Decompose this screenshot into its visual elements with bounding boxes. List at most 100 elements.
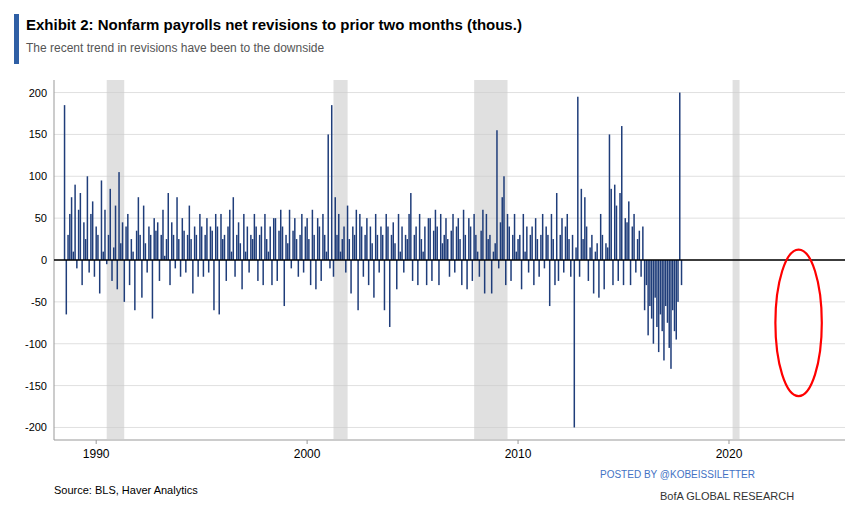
- bar: [261, 227, 262, 260]
- bar: [111, 260, 112, 281]
- bar: [503, 176, 504, 260]
- bar: [617, 260, 618, 281]
- bar: [384, 260, 385, 310]
- bar: [183, 231, 184, 260]
- bar: [465, 235, 466, 260]
- bar: [391, 235, 392, 260]
- bar: [252, 239, 253, 260]
- bar: [326, 252, 327, 260]
- x-tick: [307, 440, 308, 444]
- bar: [681, 260, 682, 285]
- bar: [210, 227, 211, 260]
- bar: [343, 227, 344, 260]
- bar: [552, 239, 553, 260]
- bar: [637, 239, 638, 260]
- bar: [115, 206, 116, 260]
- bar: [350, 260, 351, 293]
- bar: [487, 239, 488, 260]
- bar: [87, 176, 88, 260]
- bar: [393, 222, 394, 260]
- bar: [73, 252, 74, 260]
- grid-line: [54, 385, 845, 386]
- bar: [677, 260, 678, 302]
- bar: [507, 214, 508, 260]
- bar: [71, 197, 72, 260]
- grid-line: [54, 343, 845, 344]
- bar: [549, 260, 550, 306]
- bar: [227, 227, 228, 260]
- bar: [226, 260, 227, 281]
- bar: [602, 235, 603, 260]
- bar: [268, 252, 269, 260]
- bar: [429, 218, 430, 260]
- bar: [600, 214, 601, 260]
- bar: [259, 235, 260, 260]
- bar: [621, 126, 622, 260]
- bar: [206, 218, 207, 260]
- y-tick-label: -100: [25, 338, 47, 350]
- bar: [192, 260, 193, 293]
- bar: [88, 260, 89, 273]
- x-tick-label: 2010: [505, 447, 532, 461]
- bar: [559, 235, 560, 260]
- bar: [211, 231, 212, 260]
- bar: [496, 130, 497, 260]
- posted-by: POSTED BY @KOBEISSILETTER: [600, 469, 755, 480]
- bar: [574, 260, 575, 427]
- bar: [570, 260, 571, 277]
- bar: [412, 260, 413, 281]
- bar: [505, 260, 506, 285]
- bar: [661, 260, 662, 331]
- bar: [234, 260, 235, 277]
- bar: [208, 260, 209, 273]
- bar: [421, 239, 422, 260]
- bar: [422, 252, 423, 260]
- bar: [568, 239, 569, 260]
- bar: [459, 239, 460, 260]
- bar: [83, 222, 84, 260]
- bar: [475, 235, 476, 260]
- bar: [640, 260, 641, 277]
- bar: [345, 260, 346, 273]
- bar: [357, 260, 358, 310]
- x-tick: [518, 440, 519, 444]
- bar: [275, 218, 276, 260]
- bar: [145, 243, 146, 260]
- x-tick-label: 1990: [83, 447, 110, 461]
- bar: [287, 243, 288, 260]
- bar: [322, 214, 323, 260]
- bar: [679, 93, 680, 260]
- bar: [452, 214, 453, 260]
- bar: [526, 227, 527, 260]
- bar: [168, 193, 169, 260]
- bar: [454, 260, 455, 273]
- bar: [159, 260, 160, 281]
- bar: [538, 260, 539, 277]
- bar: [289, 210, 290, 260]
- bar: [514, 214, 515, 260]
- bar: [254, 214, 255, 260]
- bar: [415, 227, 416, 260]
- bar: [674, 260, 675, 331]
- bar: [236, 235, 237, 260]
- bar: [667, 260, 668, 323]
- bar: [610, 189, 611, 260]
- bar: [616, 206, 617, 260]
- bar: [607, 247, 608, 260]
- bar: [489, 235, 490, 260]
- x-tick: [728, 440, 729, 444]
- bar: [194, 227, 195, 260]
- bar: [138, 197, 139, 260]
- bar: [218, 260, 219, 314]
- bar: [255, 227, 256, 260]
- bar: [340, 252, 341, 260]
- bar: [264, 214, 265, 260]
- bar: [366, 218, 367, 260]
- bar: [619, 193, 620, 260]
- bar: [533, 260, 534, 285]
- bar: [407, 239, 408, 260]
- bar: [632, 227, 633, 260]
- bar: [146, 260, 147, 273]
- bar: [298, 260, 299, 277]
- bar: [303, 260, 304, 273]
